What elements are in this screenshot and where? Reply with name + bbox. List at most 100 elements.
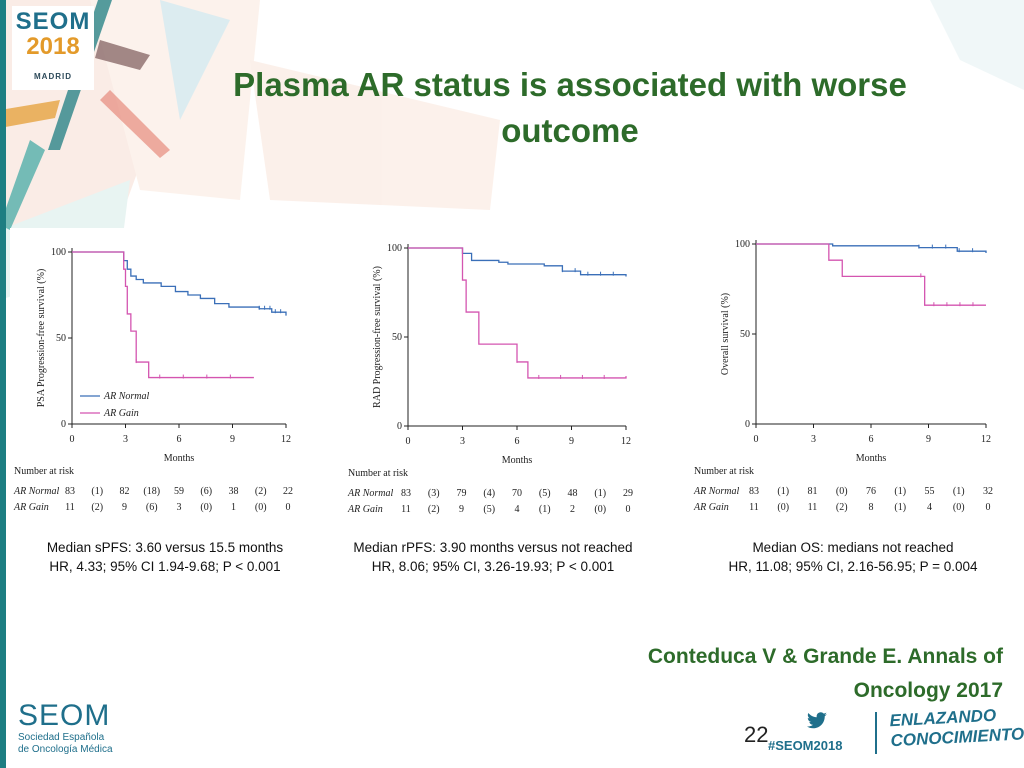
x-tick-label: 3: [460, 436, 465, 447]
risk-table-header: Number at risk: [348, 468, 408, 479]
risk-table-header: Number at risk: [14, 466, 74, 477]
y-tick-label: 50: [56, 333, 66, 344]
x-axis-label: Months: [856, 453, 887, 464]
risk-value: (0): [836, 486, 848, 497]
y-tick-label: 50: [740, 329, 750, 340]
tagline: ENLAZANDO CONOCIMIENTO: [889, 705, 1024, 751]
risk-row-label: AR Gain: [347, 504, 383, 515]
slide-title: Plasma AR status is associated with wors…: [233, 66, 907, 149]
risk-value: 0: [986, 502, 991, 513]
risk-value: (1): [894, 502, 906, 513]
risk-value: 0: [626, 504, 631, 515]
risk-value: 38: [229, 486, 239, 497]
x-tick-label: 9: [569, 436, 574, 447]
risk-value: 3: [177, 502, 182, 513]
risk-value: (5): [483, 504, 495, 515]
y-tick-label: 0: [61, 419, 66, 430]
risk-value: (1): [594, 488, 606, 499]
y-axis-label: PSA Progression-free survival (%): [36, 269, 47, 408]
risk-value: (2): [255, 486, 267, 497]
risk-value: (0): [594, 504, 606, 515]
kaplan-meier-chart-os: 0 50 100 0 3 6 9 12 Months Overall survival (%) Nu…: [690, 224, 1000, 516]
y-tick-label: 100: [51, 247, 66, 258]
risk-row-label: AR Normal: [13, 486, 60, 497]
risk-value: 76: [866, 486, 876, 497]
footer-logo-main: SEOM: [18, 699, 111, 732]
risk-value: (0): [953, 502, 965, 513]
risk-value: 9: [459, 504, 464, 515]
risk-value: (5): [539, 488, 551, 499]
caption-line: Median OS: medians not reached: [752, 540, 954, 555]
logo-text: SEOM: [15, 8, 91, 35]
risk-row-label: AR Gain: [693, 502, 729, 513]
y-tick-label: 100: [387, 243, 402, 254]
caption-line: Median rPFS: 3.90 months versus not reac…: [353, 540, 633, 555]
risk-row-label: AR Gain: [13, 502, 49, 513]
risk-value: 29: [623, 488, 633, 499]
x-tick-label: 6: [515, 436, 520, 447]
page-number: 22: [744, 722, 769, 747]
kaplan-meier-chart-rad-pfs: 0 50 100 0 3 6 9 12 Months RAD Progression-free s…: [344, 228, 634, 518]
left-accent-bar: [0, 0, 6, 768]
hashtag: #SEOM2018: [768, 738, 843, 753]
risk-value: (0): [200, 502, 212, 513]
x-tick-label: 12: [981, 434, 991, 445]
series-line-ar-normal: [756, 243, 987, 253]
y-tick-label: 100: [735, 239, 750, 250]
logo-city: MADRID: [34, 72, 72, 81]
footer-divider: [875, 712, 877, 754]
y-axis-label: RAD Progression-free survival (%): [372, 266, 383, 408]
x-axis-label: Months: [164, 453, 195, 464]
risk-value: (0): [777, 502, 789, 513]
chart-svg: 0 50 100 0 3 6 9 12 Months RAD Progression-free s…: [347, 243, 633, 515]
caption-psa-pfs: Median sPFS: 3.60 versus 15.5 months HR,…: [0, 538, 330, 576]
risk-value: 79: [457, 488, 467, 499]
y-tick-label: 0: [745, 419, 750, 430]
risk-value: 9: [122, 502, 127, 513]
risk-value: (18): [143, 486, 160, 497]
x-tick-label: 3: [811, 434, 816, 445]
risk-value: 32: [983, 486, 993, 497]
x-axis-label: Months: [502, 455, 533, 466]
risk-row-label: AR Normal: [347, 488, 394, 499]
seom2018-logo: SEOM 2018 MADRID: [12, 6, 94, 90]
risk-value: 4: [927, 502, 932, 513]
risk-value: 55: [925, 486, 935, 497]
x-tick-label: 0: [406, 436, 411, 447]
risk-value: 11: [749, 502, 759, 513]
footer-logo-line1: Sociedad Española: [18, 732, 105, 743]
risk-value: (6): [200, 486, 212, 497]
legend-label: AR Normal: [103, 391, 150, 402]
caption-line: HR, 4.33; 95% CI 1.94-9.68; P < 0.001: [49, 559, 281, 574]
caption-os: Median OS: medians not reached HR, 11.08…: [688, 538, 1018, 576]
risk-value: 83: [65, 486, 75, 497]
risk-value: (1): [894, 486, 906, 497]
x-tick-label: 9: [230, 434, 235, 445]
risk-value: 48: [568, 488, 578, 499]
risk-value: 83: [401, 488, 411, 499]
risk-value: (6): [146, 502, 158, 513]
caption-line: HR, 11.08; 95% CI, 2.16-56.95; P = 0.004: [728, 559, 978, 574]
legend-label: AR Gain: [103, 408, 139, 419]
x-tick-label: 12: [281, 434, 291, 445]
risk-value: 11: [65, 502, 75, 513]
seom-footer-logo: SEOM Sociedad Española de Oncología Médi…: [18, 700, 148, 756]
x-tick-label: 6: [177, 434, 182, 445]
y-axis-label: Overall survival (%): [720, 293, 731, 375]
risk-row-label: AR Normal: [693, 486, 740, 497]
risk-value: 82: [120, 486, 130, 497]
risk-value: 2: [570, 504, 575, 515]
risk-value: (2): [91, 502, 103, 513]
risk-value: 8: [869, 502, 874, 513]
caption-rad-pfs: Median rPFS: 3.90 months versus not reac…: [328, 538, 658, 576]
footer-logo-line2: de Oncología Médica: [18, 744, 113, 755]
risk-value: 59: [174, 486, 184, 497]
x-tick-label: 3: [123, 434, 128, 445]
risk-value: (4): [483, 488, 495, 499]
series-line-ar-normal: [408, 247, 627, 277]
x-tick-label: 0: [70, 434, 75, 445]
chart-svg: 0 50 100 0 3 6 9 12 Months PSA Progression-free s…: [13, 247, 293, 513]
risk-value: (0): [255, 502, 267, 513]
x-tick-label: 9: [926, 434, 931, 445]
series-line-ar-gain: [408, 247, 627, 379]
